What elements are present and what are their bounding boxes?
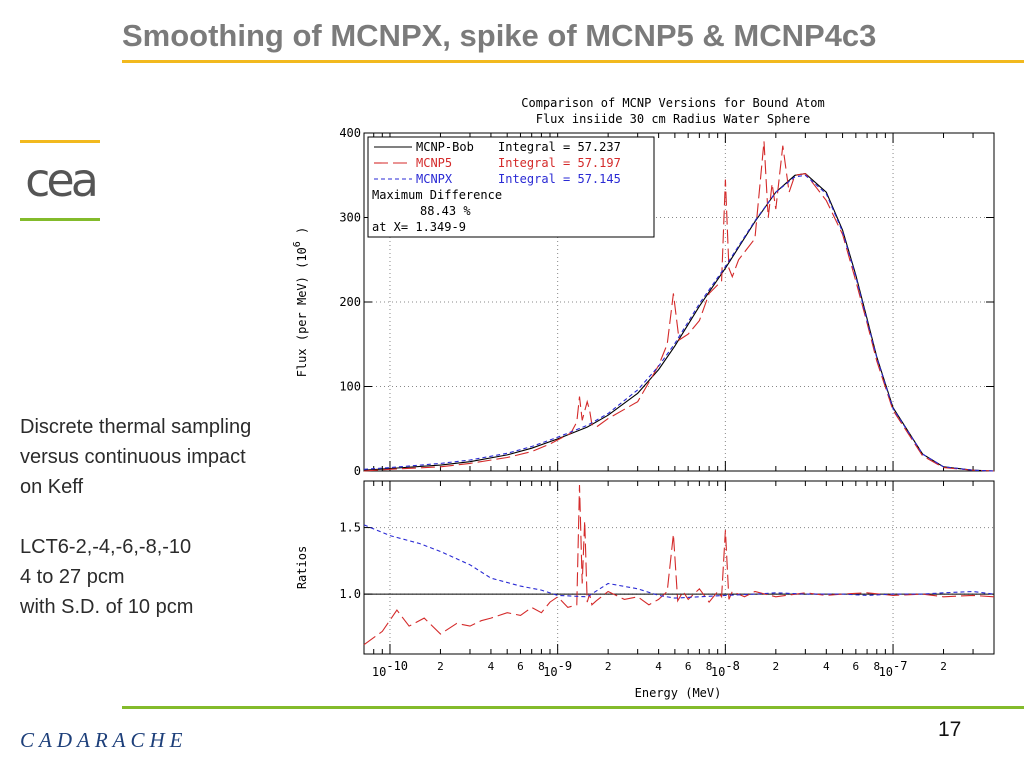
flux-y-tick-label: 0 [354,464,361,478]
page-number: 17 [938,718,962,741]
sidebar-notes: Discrete thermal sampling versus continu… [20,412,251,622]
note-line: versus continuous impact [20,446,246,468]
x-tick-label: 2 [940,660,947,673]
x-tick-label: 10-8 [711,659,740,679]
legend-box [367,136,655,238]
flux-comparison-chart: Comparison of MCNP Versions for Bound At… [292,96,995,700]
flux-series-mcnp5 [363,141,995,472]
x-tick-label: 6 [853,660,860,673]
ratio-y-tick-label: 1.0 [339,587,361,601]
note-line: with S.D. of 10 pcm [20,596,194,618]
cea-logo: cea [20,140,100,221]
legend-max-diff-value: 88.43 % [420,204,471,218]
flux-y-tick-label: 100 [339,380,361,394]
legend-max-diff-at: at X= 1.349-9 [372,220,466,234]
ratio-panel: 10-10 2 4 6 810-9 2 4 6 810-8 2 4 6 810-7 21.01.5Rati… [295,480,995,679]
x-tick-label: 6 [685,660,692,673]
legend-entry-integral: Integral = 57.197 [498,156,621,170]
x-tick-label: 10-9 [543,659,572,679]
flux-y-axis-label: Flux (per MeV) (106 ) [292,227,309,378]
cadarache-logo: CADARACHE [20,728,188,752]
x-tick-label: 8 [538,660,545,673]
x-tick-label: 10-10 [372,659,408,679]
x-tick-label: 4 [823,660,830,673]
x-tick-label: 6 [517,660,524,673]
cea-logo-bottom-bar [20,218,100,221]
legend-entry-integral: Integral = 57.145 [498,172,621,186]
cea-logo-text: cea [25,153,96,207]
legend-entry-name: MCNP-Bob [416,140,474,154]
x-tick-label: 2 [773,660,780,673]
x-tick-label: 4 [655,660,662,673]
x-tick-label: 8 [873,660,880,673]
flux-y-tick-label: 300 [339,211,361,225]
slide-title: Smoothing of MCNPX, spike of MCNP5 & MCN… [122,18,877,53]
flux-series-mcnpx [363,174,995,472]
x-tick-label: 2 [437,660,444,673]
x-tick-label: 4 [488,660,495,673]
footer-rule [122,706,1024,709]
chart-legend: MCNP-Bob Integral = 57.237 MCNP5 Integral =… [367,136,655,238]
chart-title: Comparison of MCNP Versions for Bound At… [521,96,824,110]
legend-entry-name: MCNPX [416,172,453,186]
flux-panel: 0 100 200 300 400 Flux (per MeV) (106 ) [292,126,995,478]
legend-max-diff-label: Maximum Difference [372,188,502,202]
flux-y-tick-label: 200 [339,295,361,309]
note-line: on Keff [20,476,84,498]
cea-logo-top-bar [20,140,100,143]
x-axis-label: Energy (MeV) [635,686,722,700]
ratio-y-tick-label: 1.5 [339,521,361,535]
note-line: LCT6-2,-4,-6,-8,-10 [20,536,192,558]
ratio-y-axis-label: Ratios [295,546,309,589]
note-line: 4 to 27 pcm [20,566,125,588]
x-tick-label: 2 [605,660,612,673]
legend-entry-integral: Integral = 57.237 [498,140,621,154]
x-tick-label: 8 [706,660,713,673]
flux-y-tick-label: 400 [339,126,361,140]
ratio-series-mcnp5 [363,484,995,646]
x-tick-label: 10-7 [879,659,908,679]
chart-subtitle: Flux insiide 30 cm Radius Water Sphere [536,112,811,126]
legend-entry-name: MCNP5 [416,156,452,170]
title-underline [122,60,1024,63]
ratio-series-mcnpx [363,524,995,599]
note-line: Discrete thermal sampling [20,416,252,438]
ratio-plot-frame [363,480,995,655]
